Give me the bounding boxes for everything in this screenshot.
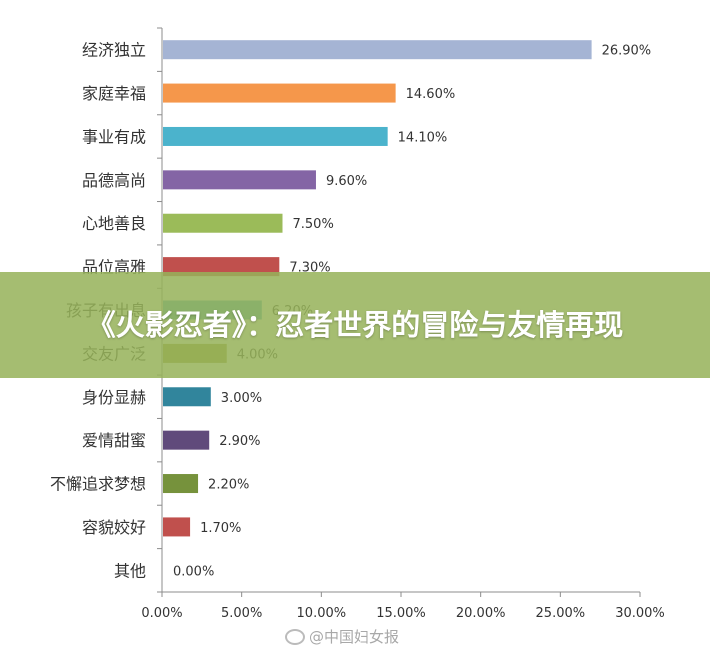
bar	[163, 213, 283, 233]
value-label: 2.90%	[219, 434, 260, 449]
bar	[163, 40, 592, 60]
title-banner: 《火影忍者》：忍者世界的冒险与友情再现	[0, 272, 710, 378]
bar	[163, 430, 210, 450]
category-label: 事业有成	[82, 127, 146, 146]
bar	[163, 387, 211, 407]
value-label: 2.20%	[208, 478, 249, 493]
bar	[163, 170, 316, 190]
category-label: 其他	[114, 561, 146, 580]
category-label: 不懈追求梦想	[50, 475, 146, 494]
x-tick-label: 20.00%	[456, 606, 506, 621]
value-label: 14.60%	[406, 87, 456, 102]
x-tick-label: 25.00%	[536, 606, 586, 621]
x-tick-label: 10.00%	[297, 606, 347, 621]
value-label: 3.00%	[221, 391, 262, 406]
value-label: 7.30%	[289, 261, 330, 276]
value-label: 9.60%	[326, 174, 367, 189]
chart-labels: 经济独立 26.90% 家庭幸福 14.60% 事业有成 14.10% 品德高尚 9.60% 心…	[50, 41, 651, 581]
chart-axes: 0.00% 5.00% 10.00% 15.00% 20.00% 25.00% 30.00%	[141, 27, 665, 621]
category-label: 品德高尚	[82, 171, 146, 190]
x-tick-label: 0.00%	[141, 606, 182, 621]
value-label: 1.70%	[200, 521, 241, 536]
value-label: 14.10%	[398, 130, 448, 145]
category-label: 品位高雅	[82, 258, 146, 277]
watermark: @中国妇女报	[285, 626, 399, 647]
category-label: 心地善良	[82, 214, 146, 233]
bar	[163, 83, 396, 103]
banner-title: 《火影忍者》：忍者世界的冒险与友情再现	[86, 308, 624, 342]
value-label: 7.50%	[293, 217, 334, 232]
category-label: 身份显赫	[82, 388, 146, 407]
category-label: 容貌姣好	[82, 518, 146, 537]
category-label: 爱情甜蜜	[82, 431, 146, 450]
value-label: 0.00%	[173, 564, 214, 579]
x-tick-label: 30.00%	[615, 606, 665, 621]
bar	[163, 474, 199, 494]
x-tick-label: 5.00%	[221, 606, 262, 621]
watermark-text: @中国妇女报	[309, 628, 400, 646]
value-label: 26.90%	[602, 44, 652, 59]
x-tick-label: 15.00%	[376, 606, 426, 621]
bar	[163, 517, 191, 537]
weibo-icon	[285, 628, 305, 645]
bar	[163, 126, 388, 146]
category-label: 家庭幸福	[82, 84, 146, 103]
bar	[163, 257, 280, 277]
category-label: 经济独立	[82, 41, 146, 60]
